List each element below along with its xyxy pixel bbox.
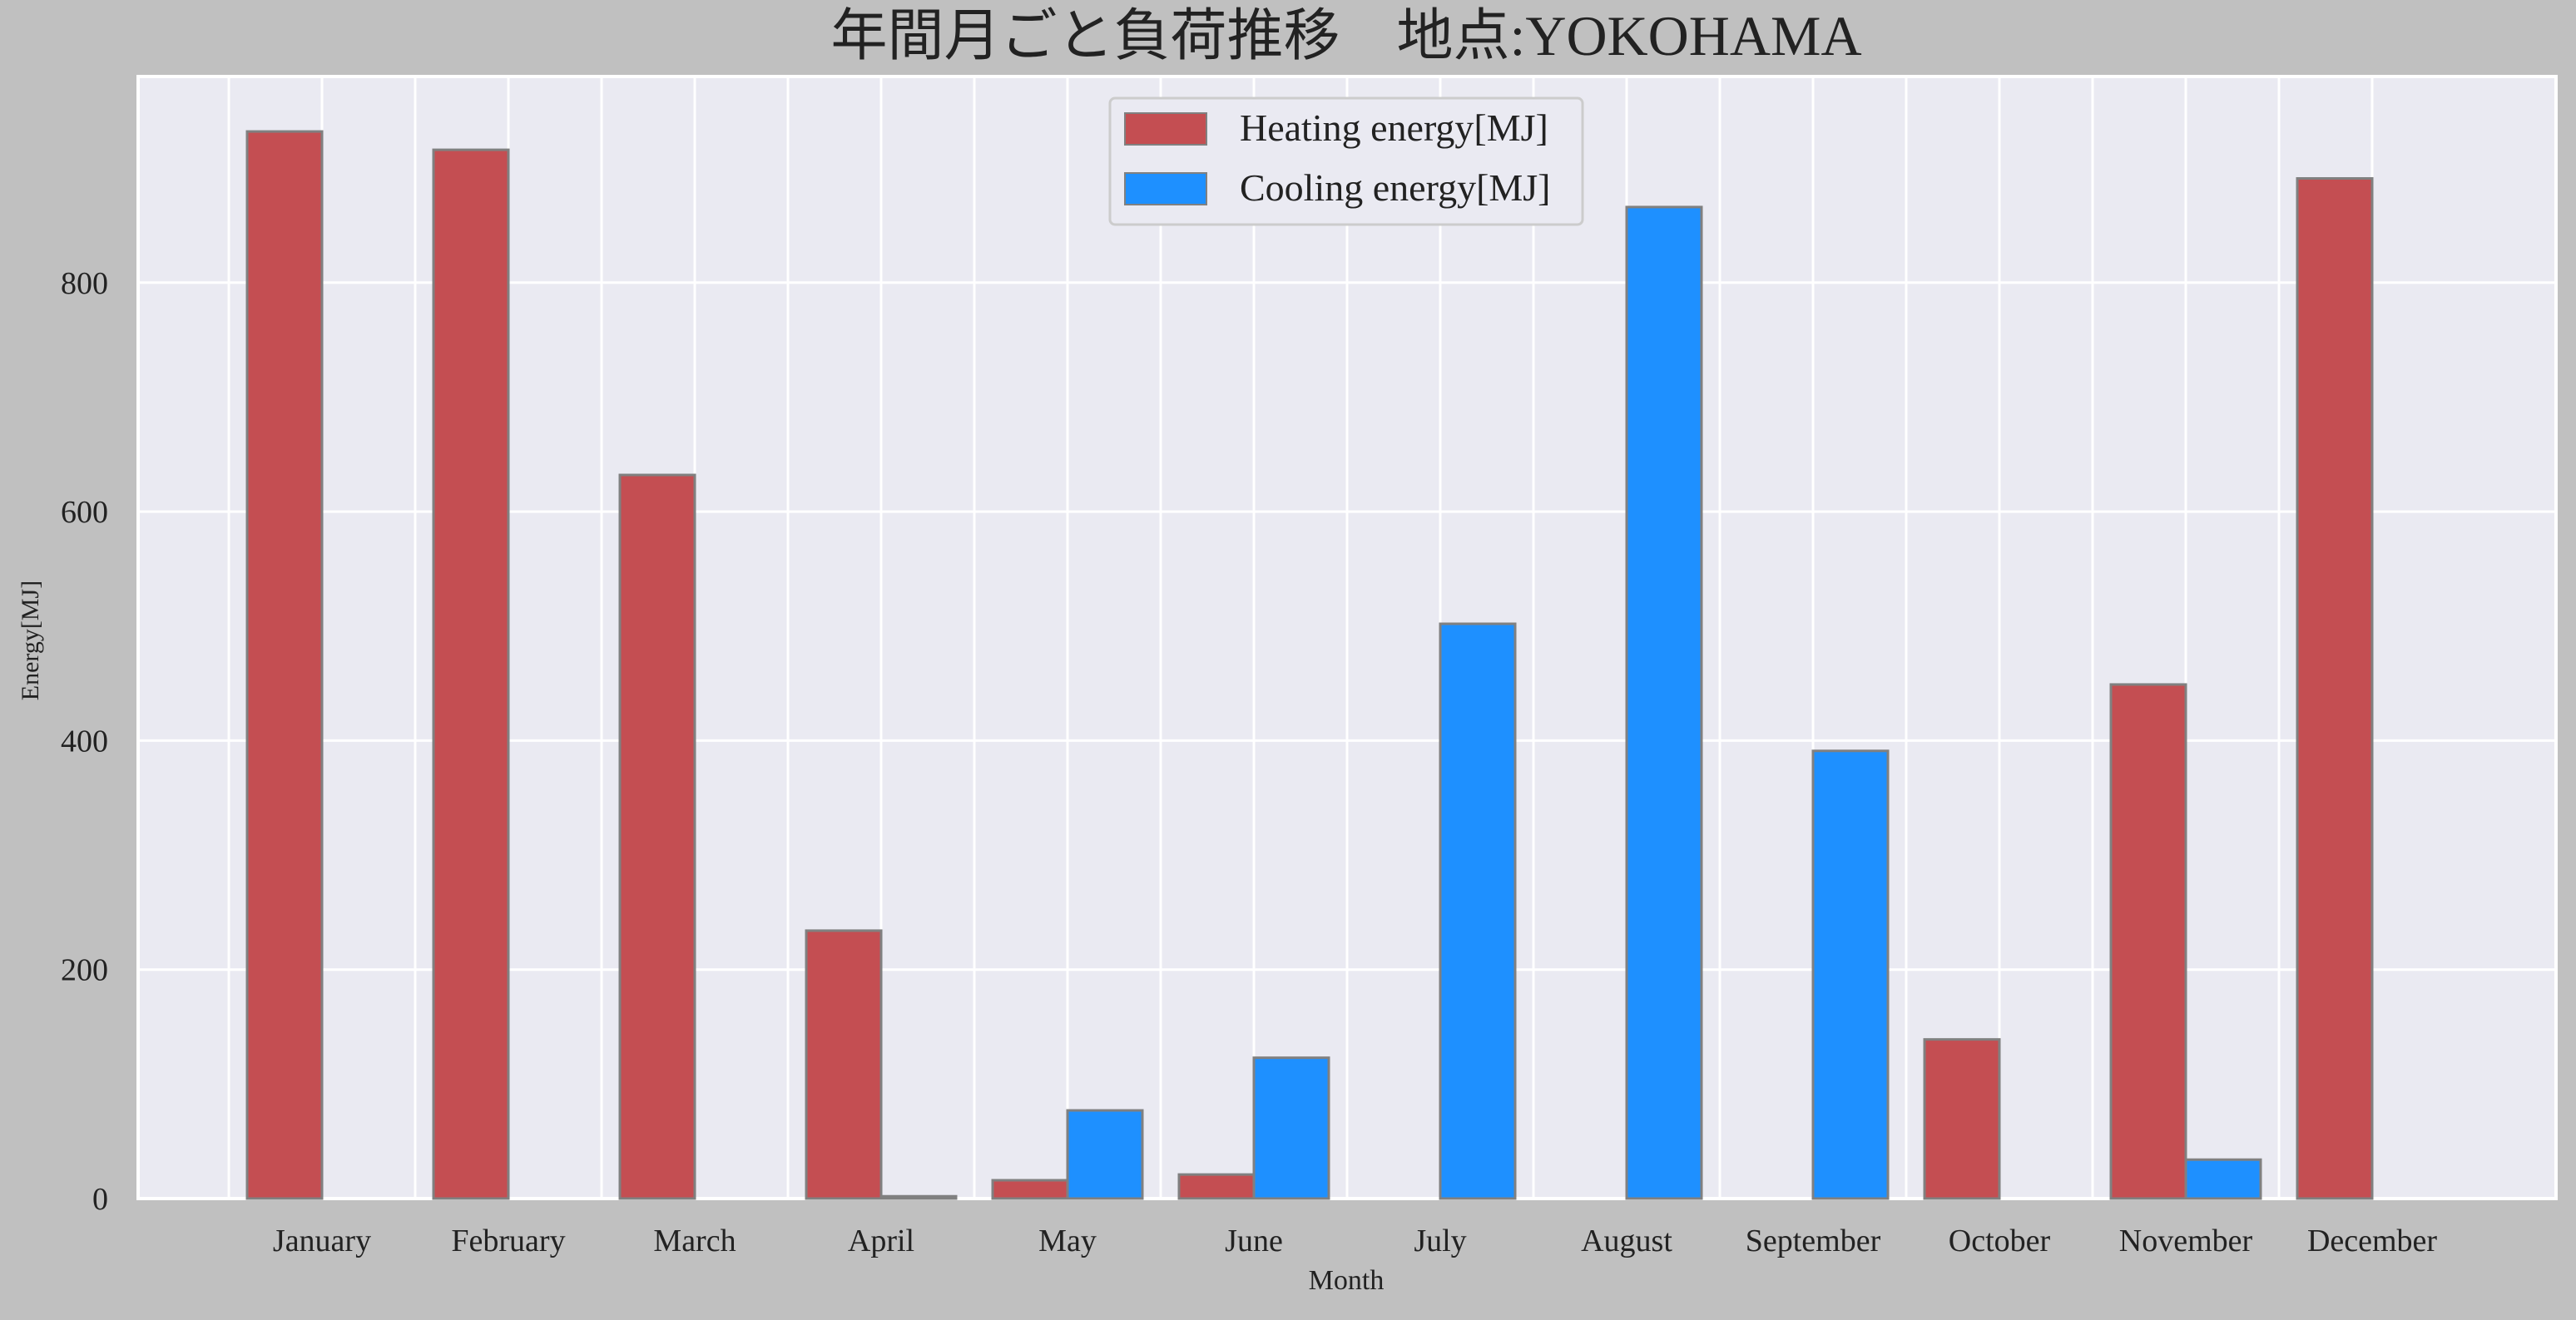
cooling-bar-september [1811,749,1890,1200]
heating-bar-february [432,148,510,1200]
x-tick-label: May [1038,1224,1097,1258]
x-tick-label: February [451,1224,565,1258]
y-tick-label: 400 [61,724,108,759]
legend-label-heating: Heating energy[MJ] [1240,106,1548,149]
x-tick-label: March [653,1224,736,1258]
cooling-bar-may [1066,1109,1144,1200]
cooling-bar-july [1439,622,1517,1200]
x-tick-label: November [2119,1224,2253,1258]
x-axis-ticks: January February March April May June July Augu… [273,1224,2437,1258]
legend-box [1108,96,1584,226]
legend-swatch-heating [1124,112,1207,146]
cooling-bar-june [1252,1056,1330,1200]
y-axis-ticks: 0 200 400 600 800 [61,266,108,1217]
y-tick-label: 600 [61,495,108,530]
x-tick-label: October [1949,1224,2051,1258]
legend: Heating energy[MJ] Cooling energy[MJ] [1108,96,1584,226]
bars [245,130,2374,1200]
x-tick-label: August [1581,1224,1672,1258]
x-tick-label: April [848,1224,914,1258]
y-tick-label: 200 [61,953,108,988]
x-tick-label: January [273,1224,371,1258]
y-tick-label: 800 [61,266,108,301]
heating-bar-january [245,130,324,1200]
heating-bar-april [805,929,883,1200]
x-axis-label: Month [1309,1265,1385,1296]
x-tick-label: September [1746,1224,1881,1258]
heating-bar-december [2296,177,2374,1200]
x-tick-label: December [2307,1224,2437,1258]
y-tick-label: 0 [92,1182,108,1217]
x-tick-label: June [1225,1224,1283,1258]
legend-swatch-cooling [1124,172,1207,205]
cooling-bar-april [879,1194,958,1200]
heating-bar-november [2109,683,2187,1200]
heating-bar-march [618,473,696,1200]
heating-bar-october [1923,1038,2001,1200]
heating-bar-june [1177,1173,1256,1200]
y-axis-label: Energy[MJ] [17,581,44,700]
x-tick-label: July [1414,1224,1466,1258]
legend-label-cooling: Cooling energy[MJ] [1240,166,1551,209]
chart-title: 年間月ごと負荷推移 地点:YOKOHAMA [830,4,1861,67]
cooling-bar-november [2184,1158,2262,1200]
heating-bar-may [991,1179,1069,1200]
cooling-bar-august [1625,205,1703,1200]
